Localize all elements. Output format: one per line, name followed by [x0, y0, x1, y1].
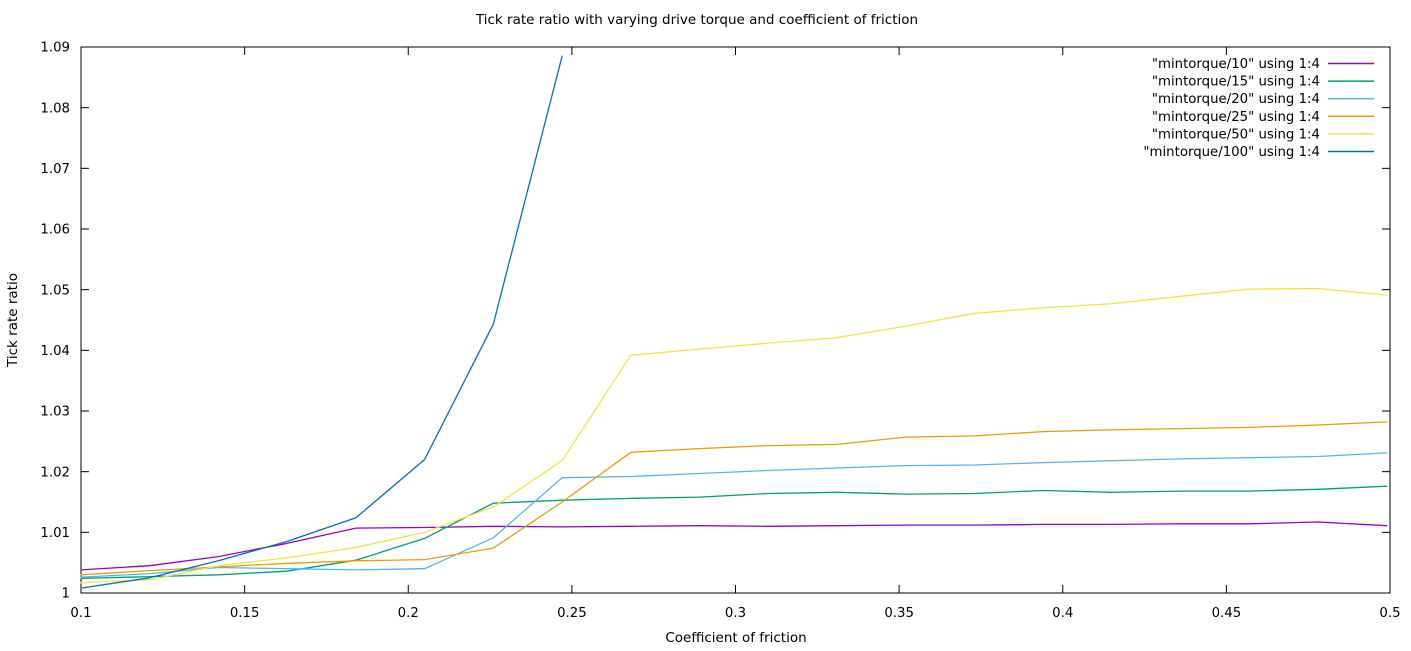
series-line-1 [80, 485, 1388, 580]
x-tick-label: 0.4 [1052, 606, 1073, 621]
legend-label-1: "mintorque/15" using 1:4 [1152, 75, 1320, 90]
series-line-0 [80, 521, 1388, 571]
y-tick-label: 1.01 [40, 526, 70, 541]
x-tick-label: 0.45 [1212, 606, 1242, 621]
x-tick-label: 0.1 [70, 606, 91, 621]
x-tick-label: 0.2 [398, 606, 419, 621]
chart-title: Tick rate ratio with varying drive torqu… [475, 12, 918, 28]
y-tick-label: 1.09 [40, 41, 70, 56]
x-axis-label: Coefficient of friction [665, 630, 806, 646]
x-tick-label: 0.15 [230, 606, 260, 621]
y-axis-label: Tick rate ratio [5, 273, 21, 368]
legend-label-0: "mintorque/10" using 1:4 [1152, 57, 1320, 72]
series-line-4 [80, 287, 1388, 584]
y-tick-label: 1.07 [40, 162, 70, 177]
series-line-5 [80, 55, 563, 589]
series-line-3 [80, 421, 1388, 576]
series-line-2 [80, 452, 1388, 578]
y-tick-label: 1.03 [40, 405, 70, 420]
legend-label-4: "mintorque/50" using 1:4 [1152, 127, 1320, 142]
x-tick-label: 0.3 [725, 606, 746, 621]
legend-label-2: "mintorque/20" using 1:4 [1152, 92, 1320, 107]
y-tick-label: 1.05 [40, 283, 70, 298]
y-tick-label: 1.08 [40, 101, 70, 116]
plot-area: 0.1 0.15 0.2 0.25 0.3 0.35 0.4 0.45 0.5 1 1.01 1.02… [40, 41, 1400, 621]
y-tick-label: 1 [62, 587, 70, 602]
legend-label-5: "mintorque/100" using 1:4 [1143, 145, 1320, 160]
x-tick-label: 0.5 [1379, 606, 1400, 621]
y-tick-label: 1.02 [40, 465, 70, 480]
x-tick-label: 0.25 [557, 606, 587, 621]
legend-label-3: "mintorque/25" using 1:4 [1152, 110, 1320, 125]
y-tick-label: 1.04 [40, 344, 70, 359]
y-tick-label: 1.06 [40, 223, 70, 238]
x-tick-label: 0.35 [884, 606, 914, 621]
